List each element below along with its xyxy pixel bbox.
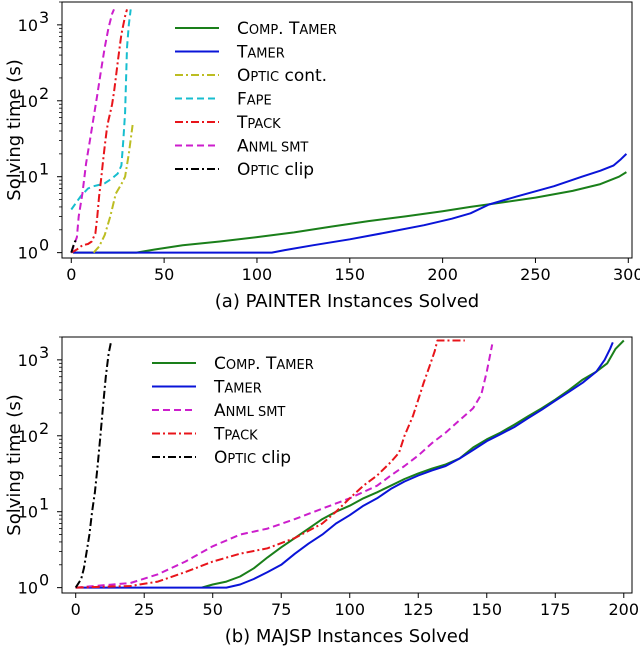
y-tick-exponent: 1 (39, 495, 49, 514)
y-axis-label-majsp: Solving time (s) (4, 394, 25, 535)
legend-majsp: COMP. TAMER TAMER ANML SMT TPACK OPTIC clip (152, 354, 314, 468)
y-tick-exponent: 0 (39, 571, 49, 590)
x-tick-label: 75 (271, 600, 291, 619)
series-line-tamer (75, 342, 614, 589)
x-tick-label: 25 (134, 600, 154, 619)
series-line-comp-tamer (201, 339, 625, 589)
x-tick-label: 250 (520, 265, 551, 284)
series-line-tpack (70, 9, 128, 254)
legend-label-comp-tamer: COMP. TAMER (214, 354, 314, 374)
series-line-optic-clip (70, 238, 78, 253)
y-tick-exponent: 3 (39, 8, 49, 27)
plot-area-painter (61, 1, 633, 259)
y-tick-label: 10 (18, 579, 38, 598)
legend-label-tpack: TPACK (213, 425, 258, 445)
legend-label-anml-smt: ANML SMT (237, 137, 308, 157)
x-tick-label: 0 (66, 265, 76, 284)
x-axis-label-painter: (a) PAINTER Instances Solved (215, 291, 479, 312)
y-tick-exponent: 3 (39, 343, 49, 362)
y-axis-label-painter: Solving time (s) (4, 59, 25, 200)
x-tick-label: 150 (471, 600, 502, 619)
y-tick-label: 10 (18, 16, 38, 35)
x-tick-label: 150 (335, 265, 366, 284)
y-tick-label: 10 (18, 351, 38, 370)
series-line-anml-smt (75, 344, 494, 589)
x-axis-label-majsp: (b) MAJSP Instances Solved (225, 626, 470, 647)
series-line-fape (70, 9, 132, 211)
x-tick-label: 100 (334, 600, 365, 619)
series-line-tpack (75, 339, 465, 589)
x-tick-label: 100 (242, 265, 273, 284)
legend-painter: COMP. TAMER TAMER OPTIC cont. FAPE TPACK ANML… (175, 19, 337, 180)
y-tick-label: 10 (18, 244, 38, 263)
y-tick-exponent: 2 (39, 419, 49, 438)
y-tick-exponent: 1 (39, 160, 49, 179)
y-tick-exponent: 0 (39, 236, 49, 255)
legend-label-optic-cont: OPTIC cont. (237, 66, 327, 86)
series-line-anml-smt (70, 9, 115, 253)
legend-label-comp-tamer: COMP. TAMER (237, 19, 337, 39)
x-tick-label: 300 (613, 265, 640, 284)
y-tick-label: 10 (18, 427, 38, 446)
legend-label-fape: FAPE (237, 90, 272, 110)
legend-label-tamer: TAMER (236, 43, 285, 63)
x-tick-label: 200 (427, 265, 458, 284)
x-tick-label: 50 (154, 265, 174, 284)
y-tick-label: 10 (18, 503, 38, 522)
legend-label-tamer: TAMER (213, 378, 262, 398)
x-tick-label: 175 (540, 600, 571, 619)
series-line-optic-cont (92, 124, 134, 254)
series-line-optic-clip (74, 340, 113, 589)
series-line-tamer (73, 153, 628, 254)
x-tick-label: 0 (71, 600, 81, 619)
legend-label-tpack: TPACK (236, 113, 281, 133)
y-tick-label: 10 (18, 92, 38, 111)
legend-label-anml-smt: ANML SMT (214, 401, 285, 421)
y-tick-label: 10 (18, 168, 38, 187)
legend-label-optic-clip: OPTIC clip (237, 160, 314, 180)
plot-area-majsp (61, 336, 633, 594)
x-tick-label: 50 (203, 600, 223, 619)
x-tick-label: 125 (403, 600, 434, 619)
x-tick-label: 200 (609, 600, 640, 619)
series-line-comp-tamer (73, 171, 627, 254)
legend-label-optic-clip: OPTIC clip (214, 448, 291, 468)
y-tick-exponent: 2 (39, 84, 49, 103)
